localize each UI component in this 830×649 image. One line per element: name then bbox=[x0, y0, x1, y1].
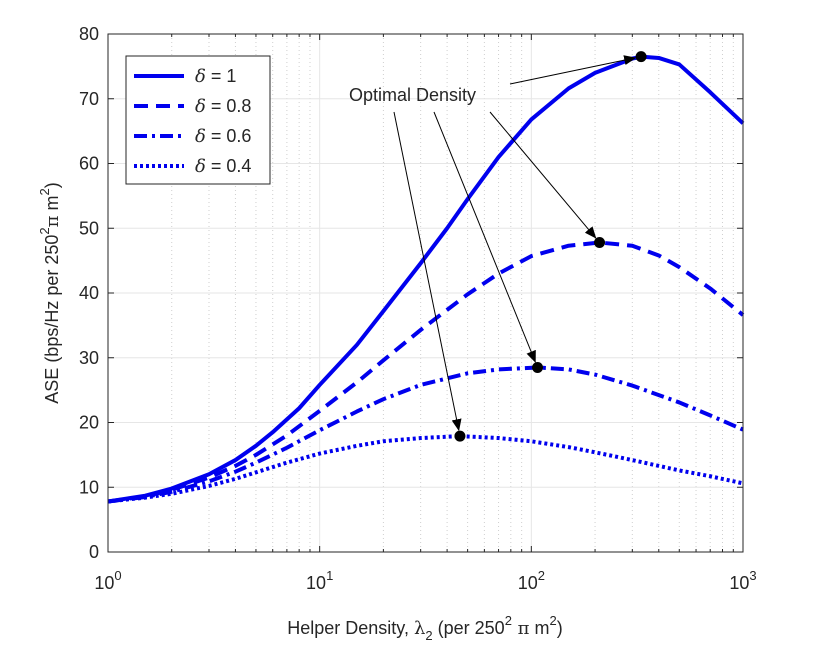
optimal-point-marker bbox=[635, 51, 647, 63]
annotation-arrow bbox=[393, 111, 462, 432]
y-tick-label: 0 bbox=[89, 542, 99, 562]
legend-label-1: δ = 1 bbox=[195, 66, 236, 87]
series-line-4 bbox=[107, 434, 744, 504]
y-tick-label: 10 bbox=[79, 477, 99, 497]
x-tick-label: 101 bbox=[306, 568, 333, 593]
y-tick-label: 20 bbox=[79, 413, 99, 433]
y-tick-labels: 0 10 20 30 40 50 60 70 80 bbox=[79, 24, 99, 562]
x-axis-label: Helper Density, λ2 (per 2502 π m2) bbox=[287, 613, 562, 643]
optimal-point-marker bbox=[532, 361, 544, 373]
x-tick-labels: 100 101 102 103 bbox=[94, 568, 756, 593]
optimal-point-marker bbox=[454, 430, 466, 442]
legend: δ = 1 δ = 0.8 δ = 0.6 δ = 0.4 bbox=[125, 55, 271, 185]
annotation-arrow bbox=[489, 111, 597, 239]
legend-label-3: δ = 0.6 bbox=[195, 126, 251, 147]
y-tick-label: 70 bbox=[79, 89, 99, 109]
series-line-2 bbox=[107, 240, 745, 504]
y-tick-label: 30 bbox=[79, 348, 99, 368]
y-axis-label: ASE (bps/Hz per 2502π m2) bbox=[37, 182, 63, 403]
x-tick-label: 100 bbox=[94, 568, 121, 593]
legend-label-2: δ = 0.8 bbox=[195, 96, 251, 117]
y-tick-label: 50 bbox=[79, 218, 99, 238]
y-tick-label: 80 bbox=[79, 24, 99, 44]
annotation-arrow bbox=[509, 55, 637, 85]
legend-label-4: δ = 0.4 bbox=[195, 156, 251, 177]
optimal-point-marker bbox=[594, 236, 606, 248]
ticks-layer bbox=[107, 33, 744, 553]
x-tick-label: 103 bbox=[729, 568, 756, 593]
x-tick-label: 102 bbox=[518, 568, 545, 593]
y-tick-label: 60 bbox=[79, 154, 99, 174]
annotation-optimal-density: Optimal Density bbox=[349, 85, 476, 105]
markers-layer bbox=[454, 51, 647, 442]
annotation-arrow bbox=[433, 111, 536, 363]
y-tick-label: 40 bbox=[79, 283, 99, 303]
series-line-3 bbox=[107, 365, 744, 504]
annotation-layer: Optimal Density bbox=[349, 55, 637, 432]
